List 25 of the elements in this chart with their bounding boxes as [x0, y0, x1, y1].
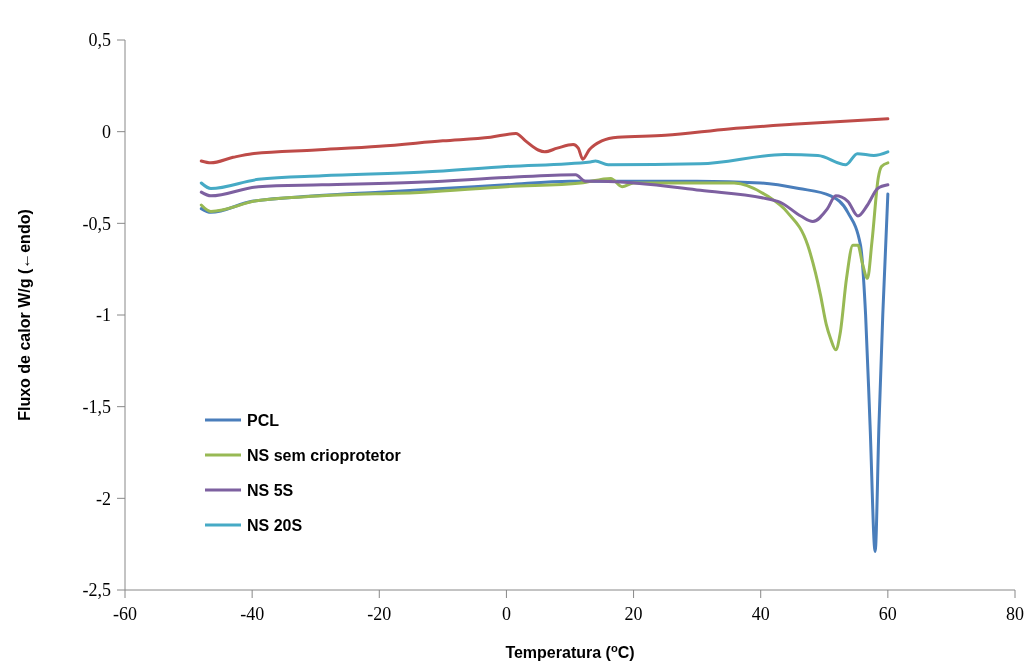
x-tick-label: 80 [1006, 604, 1024, 624]
line-series [199, 173, 890, 223]
y-tick-label: -0,5 [82, 213, 111, 234]
x-tick-label: -60 [113, 604, 137, 624]
y-tick-label: 0 [102, 121, 111, 142]
line-series [199, 150, 890, 190]
y-tick-label: -2,5 [82, 580, 111, 601]
y-tick-label: -1 [96, 305, 111, 326]
y-tick-label: 0,5 [88, 30, 111, 51]
legend-label: NS 5S [247, 481, 294, 499]
line-series [199, 161, 890, 352]
y-axis-title: Fluxo de calor W/g (←endo) [16, 209, 33, 421]
x-axis-title: Temperatura ($^{o}$C) [505, 642, 635, 661]
x-tick-label: 60 [878, 604, 897, 624]
y-tick-label: -1,5 [82, 396, 111, 417]
legend-label: NS 20S [247, 516, 303, 534]
legend-label: PCL [247, 411, 280, 429]
x-tick-label: 0 [501, 604, 511, 624]
line-series [199, 117, 890, 165]
x-tick-label: -20 [367, 604, 392, 624]
x-tick-label: 40 [751, 604, 770, 624]
y-tick-label: -2 [96, 488, 111, 509]
x-tick-label: 20 [624, 604, 643, 624]
legend-label: NS sem crioprotetor [247, 446, 401, 464]
x-tick-label: -40 [240, 604, 265, 624]
